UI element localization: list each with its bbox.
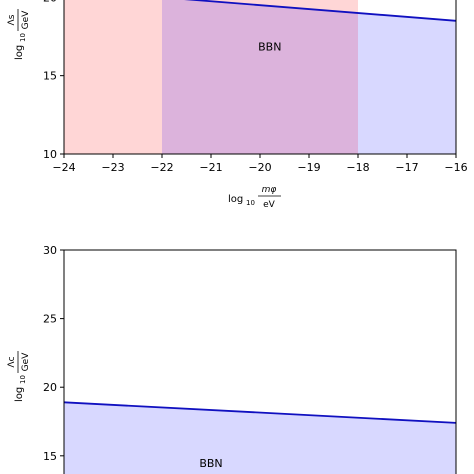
y-tick-label: 20 [43, 381, 57, 394]
overlap-region [162, 0, 358, 154]
y-tick-label: 10 [43, 148, 57, 161]
y-axis-label-sub: 10 [19, 375, 27, 384]
x-axis-label-prefix: log [228, 194, 243, 205]
region-label: BBN [199, 457, 222, 470]
x-tick-label: −21 [199, 161, 222, 174]
x-axis-label-sub: 10 [246, 199, 255, 207]
y-axis-label-sub: 10 [19, 33, 27, 42]
x-tick-label: −18 [346, 161, 369, 174]
y-tick-label: 25 [43, 313, 57, 326]
x-tick-label: −20 [248, 161, 271, 174]
y-axis-label-den: GeV [21, 352, 31, 372]
y-tick-label: 15 [43, 70, 57, 83]
x-axis-label-den: eV [263, 200, 276, 210]
x-axis-label-num: mφ [262, 185, 277, 195]
bbn-region [64, 402, 456, 474]
y-axis-label-prefix: log [14, 387, 25, 402]
y-axis-label-num: Λs [7, 14, 17, 25]
y-axis-label-den: GeV [21, 10, 31, 30]
x-tick-label: −17 [395, 161, 418, 174]
x-tick-label: −16 [444, 161, 467, 174]
bbn-line [63, 401, 457, 424]
bottom-y-axis-label: log 10 Λc GeV [7, 351, 31, 402]
y-axis-label-prefix: log [14, 45, 25, 60]
y-axis-label-num: Λc [7, 356, 17, 367]
bbn-line [184, 0, 457, 22]
x-tick-label: −19 [297, 161, 320, 174]
y-tick-label: 20 [43, 0, 57, 4]
region-label: BBN [258, 41, 281, 54]
top-y-axis-label: log 10 Λs GeV [7, 9, 31, 60]
y-tick-label: 30 [43, 244, 57, 257]
x-tick-label: −23 [101, 161, 124, 174]
top-x-axis-label: log 10 mφ eV [228, 185, 281, 210]
plot-frame [63, 249, 457, 474]
x-tick-label: −24 [52, 161, 75, 174]
x-tick-label: −22 [150, 161, 173, 174]
bottom-panel: 15 20 25 30 BBN [43, 244, 457, 474]
y-tick-label: 15 [43, 450, 57, 463]
top-panel: −24−23−22−21−20−19−18−17−16101520Rb/CsBB… [43, 0, 468, 174]
